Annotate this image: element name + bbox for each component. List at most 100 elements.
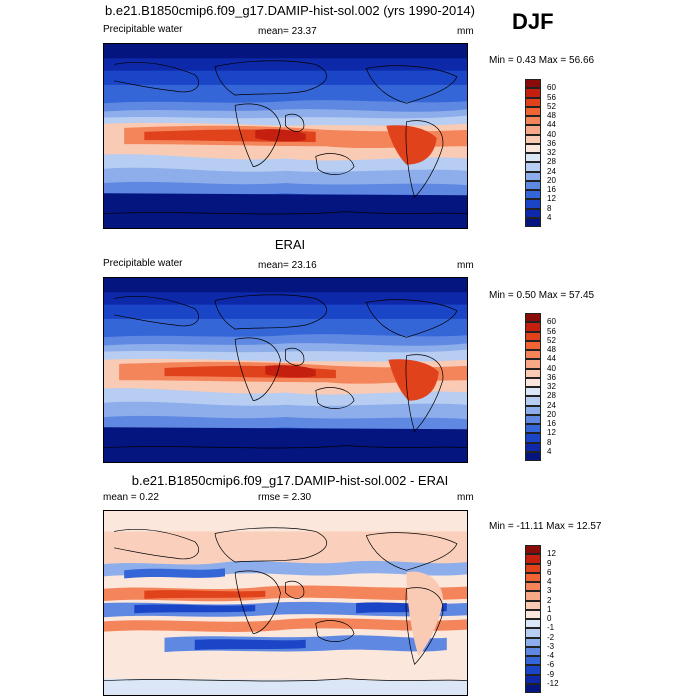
colorbar-cell [525, 637, 541, 647]
colorbar-cell [525, 190, 541, 200]
panel-3-units: mm [457, 492, 474, 503]
colorbar-tick-label: 44 [547, 354, 556, 364]
colorbar-cell [525, 88, 541, 98]
colorbar-cell [525, 424, 541, 434]
colorbar-cell [525, 683, 541, 693]
panel-3-rmse: rmse = 2.30 [258, 492, 312, 503]
colorbar-tick-label: 4 [547, 212, 552, 222]
panel-3-title: b.e21.B1850cmip6.f09_g17.DAMIP-hist-sol.… [131, 473, 449, 488]
colorbar-cell [525, 79, 541, 89]
colorbar-tick-label: -6 [547, 660, 555, 670]
colorbar-cell [525, 628, 541, 638]
panel-2-colorbar: 60 56 52 48 44 40 36 32 28 24 20 16 12 8 4 [525, 313, 585, 461]
panel-1-range: Min = 0.43 Max = 56.66 [489, 55, 595, 66]
colorbar-cell [525, 572, 541, 582]
colorbar-tick-label: 8 [547, 203, 552, 213]
colorbar-tick-label: -12 [547, 678, 559, 688]
colorbar-tick-label: 44 [547, 120, 556, 130]
colorbar-cell [525, 199, 541, 209]
panel-1-title: b.e21.B1850cmip6.f09_g17.DAMIP-hist-sol.… [105, 3, 475, 18]
colorbar-tick-label: -4 [547, 651, 555, 660]
panel-2-mean: mean= 23.16 [258, 260, 317, 271]
colorbar-cell [525, 451, 541, 461]
colorbar-cell [525, 322, 541, 332]
colorbar-cell [525, 665, 541, 675]
colorbar-tick-label: 4 [547, 446, 552, 456]
colorbar-cell [525, 433, 541, 443]
colorbar-tick-label: 28 [547, 391, 556, 401]
colorbar-tick-label: 1 [547, 604, 552, 614]
colorbar-cell [525, 340, 541, 350]
colorbar-tick-label: 12 [547, 428, 556, 438]
colorbar-cell [525, 619, 541, 629]
panel-3-range: Min = -11.11 Max = 12.57 [489, 521, 602, 532]
colorbar-cell [525, 125, 541, 135]
colorbar-tick-label: 12 [547, 549, 556, 559]
colorbar-tick-label: 6 [547, 567, 552, 577]
colorbar-tick-label: -9 [547, 669, 555, 679]
colorbar-tick-label: 40 [547, 129, 556, 139]
colorbar-cell [525, 414, 541, 424]
colorbar-tick-label: 52 [547, 101, 556, 111]
colorbar-cell [525, 609, 541, 619]
season-label: DJF [512, 9, 554, 34]
colorbar-cell [525, 162, 541, 172]
panel-1-mean: mean= 23.37 [258, 26, 317, 37]
colorbar-tick-label: 9 [547, 558, 552, 568]
panel-3-colorbar: 12 9 6 4 3 2 1 0 -1 -2 -3 -4 -6 -9 -12 [525, 545, 585, 693]
colorbar-cell [525, 442, 541, 452]
colorbar-tick-label: 12 [547, 194, 556, 204]
colorbar-cell [525, 313, 541, 323]
colorbar-tick-label: 32 [547, 382, 556, 391]
colorbar-tick-label: 3 [547, 586, 552, 596]
colorbar-tick-label: 16 [547, 419, 556, 428]
colorbar-tick-label: 36 [547, 138, 556, 148]
panel-2-variable: Precipitable water [103, 258, 183, 269]
colorbar-tick-label: -3 [547, 641, 555, 651]
colorbar-cell [525, 116, 541, 126]
panel-2-map [103, 277, 468, 463]
panel-1-colorbar: 60 56 52 48 44 40 36 32 28 24 20 16 12 8 4 [525, 79, 585, 227]
colorbar-cell [525, 405, 541, 415]
colorbar-cell [525, 656, 541, 666]
colorbar-cell [525, 331, 541, 341]
colorbar-tick-label: 16 [547, 185, 556, 194]
colorbar-tick-label: 0 [547, 614, 552, 623]
colorbar-cell [525, 180, 541, 190]
panel-1-units: mm [457, 26, 474, 37]
colorbar-tick-label: 24 [547, 400, 556, 410]
colorbar-tick-label: 36 [547, 372, 556, 382]
colorbar-cell [525, 377, 541, 387]
panel-2-units: mm [457, 260, 474, 271]
colorbar-cell [525, 368, 541, 378]
colorbar-cell [525, 554, 541, 564]
panel-2-range: Min = 0.50 Max = 57.45 [489, 290, 595, 301]
colorbar-tick-label: 32 [547, 148, 556, 157]
colorbar-cell [525, 106, 541, 116]
colorbar-tick-label: 4 [547, 577, 552, 586]
colorbar-tick-label: 20 [547, 409, 556, 419]
colorbar-cell [525, 545, 541, 555]
colorbar-cell [525, 143, 541, 153]
colorbar-tick-label: 20 [547, 175, 556, 185]
colorbar-tick-label: 28 [547, 157, 556, 167]
panel-1-map [103, 43, 468, 229]
colorbar-tick-label: 8 [547, 437, 552, 447]
colorbar-tick-label: -1 [547, 623, 555, 633]
colorbar-cell [525, 387, 541, 397]
colorbar-cell [525, 563, 541, 573]
colorbar-cell [525, 208, 541, 218]
panel-3-mean: mean = 0.22 [103, 492, 159, 503]
colorbar-cell [525, 582, 541, 592]
panel-1-variable: Precipitable water [103, 24, 183, 35]
panel-2-title: ERAI [274, 237, 306, 252]
colorbar-tick-label: 24 [547, 166, 556, 176]
colorbar-tick-label: 56 [547, 326, 556, 336]
colorbar-tick-label: 2 [547, 595, 552, 605]
colorbar-tick-label: 40 [547, 363, 556, 373]
colorbar-cell [525, 646, 541, 656]
colorbar-cell [525, 171, 541, 181]
colorbar-cell [525, 359, 541, 369]
colorbar-tick-label: -2 [547, 632, 555, 642]
colorbar-cell [525, 396, 541, 406]
